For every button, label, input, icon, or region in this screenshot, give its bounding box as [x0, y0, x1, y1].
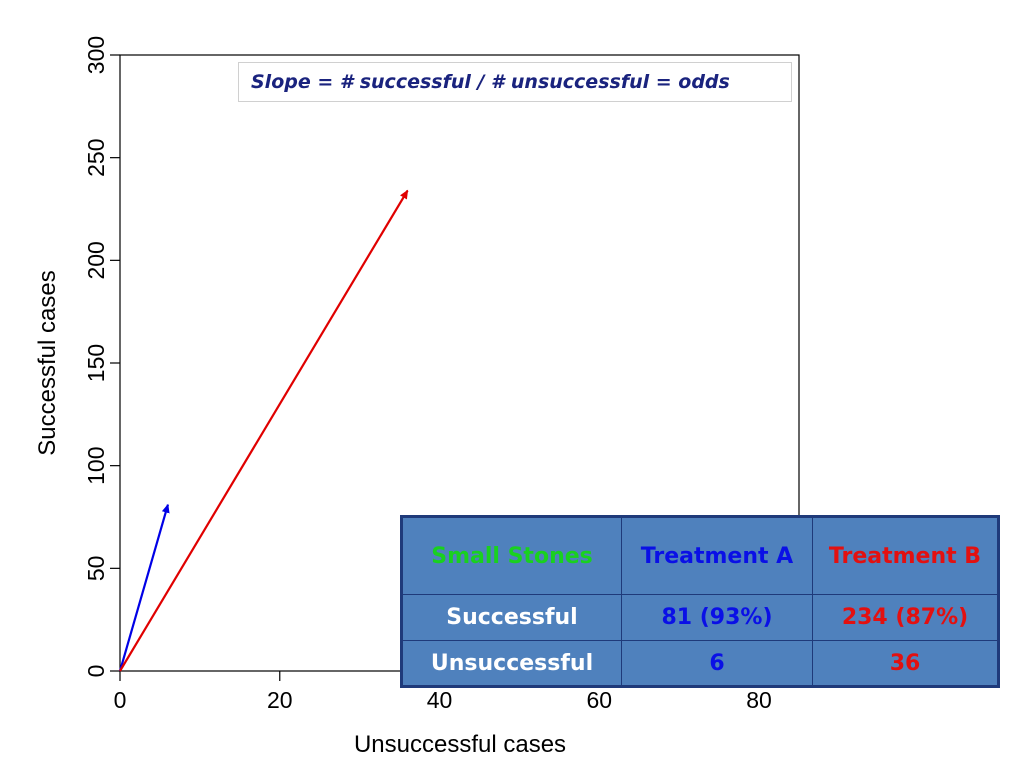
y-tick-label: 150: [83, 344, 109, 382]
y-axis-label: Successful cases: [34, 270, 61, 455]
treatment-a-arrow: [118, 503, 170, 672]
cell-b-successful: 234 (87%): [812, 594, 999, 641]
table-corner-label: Small Stones: [401, 516, 622, 595]
y-tick-label: 250: [83, 138, 109, 176]
cell-a-unsuccessful: 6: [621, 640, 813, 687]
header-treatment-a: Treatment A: [621, 516, 813, 595]
x-tick-label: 0: [114, 687, 127, 713]
x-axis-label: Unsuccessful cases: [354, 731, 566, 758]
y-tick-label: 200: [83, 241, 109, 279]
y-tick-label: 50: [83, 556, 109, 582]
table-row: Unsuccessful 6 36: [401, 640, 999, 687]
contingency-table: Small Stones Treatment A Treatment B Suc…: [400, 515, 1000, 688]
x-tick-label: 40: [427, 687, 453, 713]
x-tick-label: 60: [586, 687, 612, 713]
x-tick-label: 80: [746, 687, 772, 713]
y-axis: 0 50 100 150 200 250 300: [83, 36, 120, 678]
table-header-row: Small Stones Treatment A Treatment B: [401, 516, 999, 595]
row-label-successful: Successful: [401, 594, 622, 641]
x-tick-label: 20: [267, 687, 293, 713]
table-row: Successful 81 (93%) 234 (87%): [401, 594, 999, 641]
y-tick-label: 300: [83, 36, 109, 74]
cell-a-successful: 81 (93%): [621, 594, 813, 641]
row-label-unsuccessful: Unsuccessful: [401, 640, 622, 687]
series-group: [118, 189, 409, 672]
treatment-b-arrow: [119, 189, 409, 672]
slope-annotation: Slope = # successful / # unsuccessful = …: [238, 62, 792, 102]
cell-b-unsuccessful: 36: [812, 640, 999, 687]
y-tick-label: 100: [83, 446, 109, 484]
header-treatment-b: Treatment B: [812, 516, 999, 595]
y-tick-label: 0: [83, 665, 109, 678]
